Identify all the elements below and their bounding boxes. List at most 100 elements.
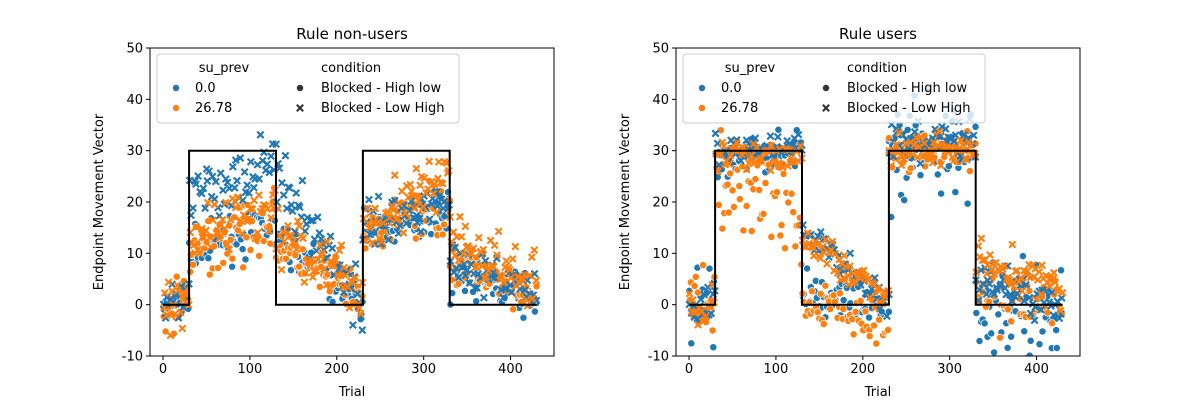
data-point — [937, 189, 946, 198]
data-point — [833, 269, 842, 277]
data-point — [225, 245, 234, 254]
data-point — [228, 262, 237, 271]
data-point — [849, 330, 858, 339]
data-point — [199, 184, 208, 193]
data-point — [532, 282, 541, 291]
data-point — [348, 278, 357, 286]
data-point — [255, 251, 264, 260]
data-point — [285, 184, 294, 193]
data-point — [390, 171, 399, 180]
data-point — [505, 265, 514, 274]
data-point — [950, 137, 958, 146]
data-point — [1018, 252, 1027, 261]
x-tick-label: 0 — [159, 362, 167, 377]
data-point — [489, 262, 498, 271]
data-point — [1000, 262, 1009, 271]
data-point — [469, 244, 478, 253]
data-point — [990, 348, 999, 356]
data-point — [925, 153, 934, 162]
data-point — [742, 202, 751, 210]
data-point — [197, 189, 206, 198]
data-point — [385, 213, 394, 222]
data-point — [411, 234, 420, 243]
data-point — [371, 204, 380, 213]
data-point — [407, 187, 416, 195]
legend-title: su_prev — [199, 61, 250, 76]
x-tick-label: 0 — [685, 362, 693, 377]
data-point — [266, 239, 275, 248]
data-point — [920, 139, 929, 148]
data-point — [821, 281, 830, 290]
y-tick-label: 20 — [652, 196, 669, 211]
x-tick-label: 200 — [324, 362, 349, 377]
data-point — [818, 242, 827, 251]
data-point — [928, 158, 937, 167]
data-point — [1013, 266, 1021, 275]
data-point — [298, 176, 307, 185]
data-point — [474, 233, 483, 242]
data-point — [846, 249, 855, 258]
data-point — [944, 162, 953, 171]
data-point — [716, 150, 725, 159]
data-point — [223, 178, 232, 187]
data-point — [216, 169, 225, 178]
data-point — [816, 289, 825, 298]
data-point — [255, 191, 263, 200]
data-point — [454, 256, 463, 265]
data-point — [256, 130, 265, 139]
data-point — [384, 207, 393, 216]
data-point — [866, 293, 874, 302]
data-point — [180, 289, 189, 298]
data-point — [1048, 319, 1057, 328]
legend-marker — [822, 104, 830, 112]
data-point — [479, 245, 488, 254]
data-point — [766, 132, 775, 141]
data-point — [1058, 364, 1065, 371]
data-point — [732, 136, 741, 144]
data-point — [975, 285, 984, 294]
data-point — [759, 210, 768, 218]
data-point — [194, 172, 203, 180]
data-point — [219, 186, 227, 195]
data-point — [1052, 344, 1061, 352]
data-point — [268, 190, 277, 199]
data-point — [351, 259, 360, 268]
data-point — [1038, 327, 1047, 336]
data-point — [284, 221, 292, 230]
data-point — [310, 235, 319, 244]
data-point — [278, 179, 286, 187]
data-point — [828, 237, 837, 246]
data-point — [916, 159, 925, 168]
data-point — [813, 308, 822, 317]
data-point — [937, 122, 946, 131]
data-point — [856, 274, 865, 283]
legend-label: Blocked - Low High — [321, 101, 445, 116]
data-point — [328, 244, 337, 253]
data-point — [314, 255, 323, 264]
data-point — [1020, 327, 1029, 336]
data-point — [206, 233, 214, 242]
data-point — [951, 188, 960, 197]
data-point — [1058, 288, 1067, 297]
data-point — [766, 166, 775, 175]
data-point — [189, 260, 198, 269]
data-point — [203, 198, 212, 207]
data-point — [789, 208, 798, 217]
data-point — [374, 192, 383, 201]
data-point — [315, 229, 324, 238]
data-point — [442, 159, 451, 167]
data-point — [685, 289, 694, 298]
x-tick-label: 100 — [763, 362, 788, 377]
data-point — [784, 198, 793, 207]
data-point — [430, 180, 439, 189]
data-point — [219, 258, 228, 267]
y-tick-label: 40 — [126, 93, 143, 108]
data-point — [507, 288, 516, 297]
data-point — [965, 167, 974, 175]
data-point — [714, 200, 723, 209]
data-point — [1000, 284, 1009, 292]
data-point — [348, 321, 357, 330]
data-point — [773, 132, 782, 141]
data-point — [470, 284, 479, 293]
data-point — [267, 152, 276, 161]
